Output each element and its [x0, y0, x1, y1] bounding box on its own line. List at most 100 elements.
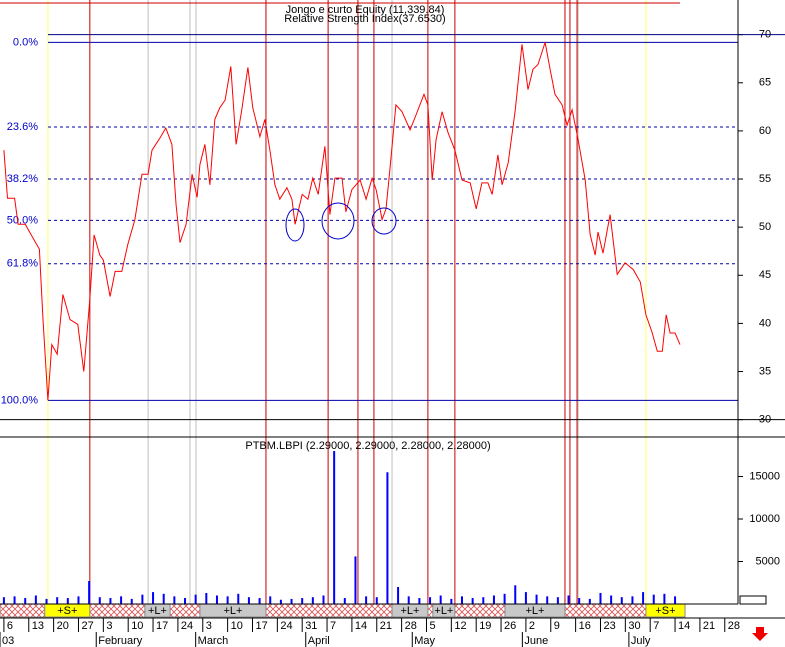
x-tick-label: 9: [554, 620, 560, 632]
x-tick-label: 24: [280, 620, 292, 632]
x-tick-label: 17: [156, 620, 168, 632]
volume-bar: [365, 596, 368, 604]
x-tick-label: 23: [603, 620, 615, 632]
volume-bar: [130, 598, 133, 604]
y-tick-label: 35: [759, 365, 771, 377]
volume-bar: [535, 594, 538, 604]
rsi-line: [3, 42, 681, 401]
volume-bar: [56, 597, 59, 604]
volume-bar: [620, 597, 623, 604]
fib-label: 61.8%: [7, 258, 38, 270]
volume-bar: [333, 451, 336, 604]
x-tick-label: 5: [429, 620, 435, 632]
volume-title: PTBM.LBPI (2.29000, 2.29000, 2.28000, 2.…: [245, 440, 490, 452]
x-tick-label: 12: [454, 620, 466, 632]
volume-bar: [588, 598, 591, 604]
x-tick-label: 26: [504, 620, 516, 632]
fib-label: 23.6%: [7, 121, 38, 133]
volume-bar: [24, 598, 27, 604]
volume-bar: [482, 597, 485, 604]
volume-bar: [354, 556, 357, 604]
fib-label: 38.2%: [7, 173, 38, 185]
volume-bar: [556, 597, 559, 604]
signal-label: +S+: [655, 605, 675, 617]
x-tick-label: 28: [728, 620, 740, 632]
signal-label: +L+: [223, 605, 242, 617]
x-tick-label: 10: [231, 620, 243, 632]
volume-bar: [471, 598, 474, 604]
volume-bar: [631, 596, 634, 604]
x-tick-label: 21: [380, 620, 392, 632]
x-tick-label: 3: [206, 620, 212, 632]
volume-bar: [322, 595, 325, 604]
chart-title: Jongo e curto Equity (11,339.84): [286, 4, 445, 16]
volume-bar: [524, 592, 527, 604]
volume-bar: [109, 598, 112, 604]
fib-label: 100.0%: [1, 394, 39, 406]
volume-bar: [492, 595, 495, 604]
x-tick-label: 16: [579, 620, 591, 632]
volume-bar: [652, 594, 655, 604]
x-tick-label: 10: [131, 620, 143, 632]
y-tick-label: 5000: [756, 555, 780, 567]
volume-bar: [88, 581, 91, 604]
volume-bar: [269, 596, 272, 604]
volume-bar: [66, 598, 69, 604]
volume-bar: [503, 593, 506, 604]
x-tick-label: 7: [653, 620, 659, 632]
x-tick-label: 7: [330, 620, 336, 632]
volume-bar: [418, 598, 421, 604]
fib-label: 50.0%: [7, 214, 38, 226]
annotation-circle: [285, 208, 305, 242]
month-label: March: [198, 635, 229, 647]
x-tick-label: 19: [479, 620, 491, 632]
volume-bar: [184, 598, 187, 604]
scroll-arrow: [752, 627, 768, 641]
signal-label: +L+: [434, 605, 453, 617]
fib-label: 0.0%: [13, 36, 38, 48]
y-tick-label: 10000: [749, 513, 780, 525]
volume-bar: [2, 597, 5, 604]
x-tick-label: 30: [628, 620, 640, 632]
volume-bar: [34, 595, 37, 604]
x-tick-label: 17: [255, 620, 267, 632]
volume-bar: [439, 595, 442, 604]
signal-strip: [0, 603, 686, 618]
volume-bar: [397, 587, 400, 604]
volume-bar: [247, 597, 250, 604]
x-tick-label: 6: [7, 620, 13, 632]
chart-subtitle: Relative Strength Index(37.6530): [284, 13, 445, 25]
volume-bar: [663, 593, 666, 604]
volume-bar: [311, 597, 314, 604]
month-label: June: [524, 635, 548, 647]
volume-bar: [450, 598, 453, 604]
y-tick-label: 50: [759, 221, 771, 233]
x-tick-label: 28: [405, 620, 417, 632]
volume-bar: [120, 596, 123, 604]
y-tick-label: 60: [759, 125, 771, 137]
volume-bar: [77, 596, 80, 604]
volume-bar: [152, 592, 155, 604]
x-tick-label: 3: [106, 620, 112, 632]
volume-bar: [215, 595, 218, 604]
volume-bar: [407, 596, 410, 604]
x-tick-label: 24: [181, 620, 193, 632]
volume-bar: [642, 592, 645, 604]
month-label: February: [98, 635, 143, 647]
y-tick-label: 45: [759, 269, 771, 281]
volume-bar: [205, 592, 208, 604]
volume-bar: [578, 598, 581, 604]
volume-bar: [343, 598, 346, 604]
x-tick-label: 14: [355, 620, 367, 632]
volume-bar: [45, 598, 48, 604]
signal-label: +L+: [148, 605, 167, 617]
volume-bar: [429, 597, 432, 604]
volume-bar: [258, 598, 261, 604]
signal-label: +S+: [57, 605, 77, 617]
signal-label: +L+: [400, 605, 419, 617]
x-tick-label: 2: [529, 620, 535, 632]
month-label: 03: [2, 635, 14, 647]
volume-bar: [610, 595, 613, 604]
volume-bar: [674, 596, 677, 604]
volume-bar: [386, 472, 389, 604]
